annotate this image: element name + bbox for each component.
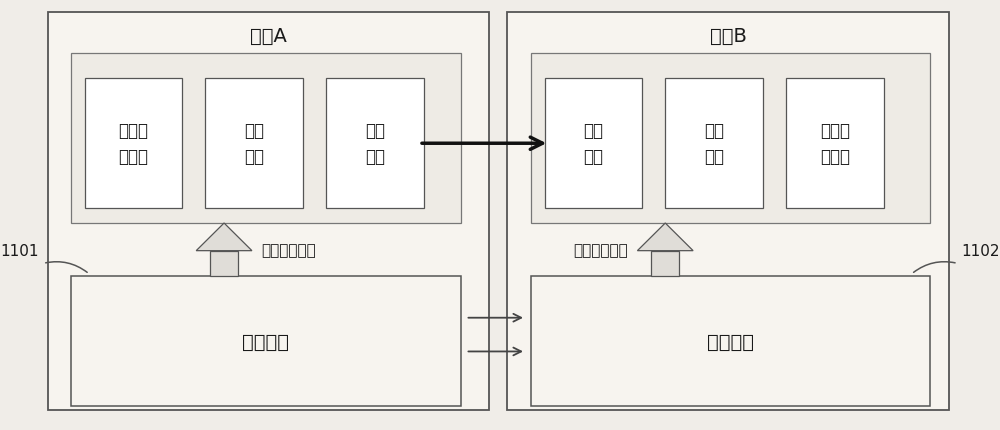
Text: 解密
过程: 解密 过程 [704,122,724,166]
Text: 最终量子密钥: 最终量子密钥 [573,243,628,258]
Bar [71,54,461,224]
Text: 加密
信号: 加密 信号 [583,122,603,166]
Text: 业务信
息输入: 业务信 息输入 [119,122,149,166]
Bar [545,79,642,209]
Text: 发送装置: 发送装置 [242,332,289,351]
Text: 1101: 1101 [0,244,39,258]
Bar [85,79,182,209]
Bar [531,276,930,406]
Bar [71,276,461,406]
Text: 最终量子密钥: 最终量子密钥 [261,243,316,258]
Text: 业务信
息输出: 业务信 息输出 [820,122,850,166]
Polygon shape [637,224,693,251]
Bar [665,79,763,209]
Polygon shape [196,224,252,251]
Text: 接收装置: 接收装置 [707,332,754,351]
Text: 加密
信号: 加密 信号 [365,122,385,166]
Bar [786,79,884,209]
Bar [210,251,238,276]
Text: 节点B: 节点B [710,27,746,46]
Text: 加密
过程: 加密 过程 [244,122,264,166]
Text: 1102: 1102 [962,244,1000,258]
Bar [531,54,930,224]
Bar [48,13,489,410]
Bar [326,79,424,209]
Bar [651,251,679,276]
Text: 节点A: 节点A [250,27,287,46]
Bar [205,79,303,209]
Bar [507,13,949,410]
